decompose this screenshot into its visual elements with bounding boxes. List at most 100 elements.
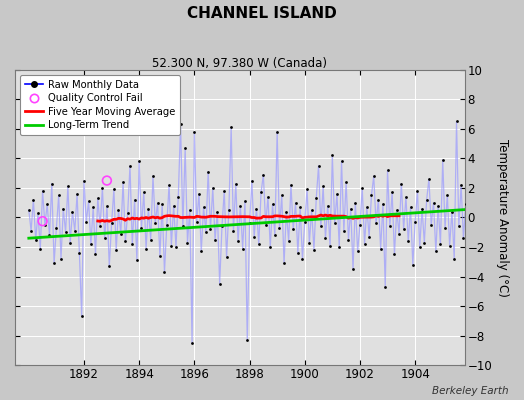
Point <box>169 202 178 209</box>
Point <box>31 236 40 243</box>
Point <box>86 241 95 247</box>
Point <box>261 222 270 228</box>
Point <box>326 242 334 249</box>
Point <box>202 229 210 236</box>
Point <box>402 194 410 200</box>
Point <box>130 196 139 203</box>
Point <box>154 200 162 206</box>
Point <box>103 202 111 209</box>
Point <box>331 220 339 227</box>
Point <box>243 337 252 343</box>
Point <box>94 195 102 202</box>
Point <box>439 157 447 163</box>
Point <box>204 168 212 175</box>
Point <box>165 182 173 188</box>
Point <box>340 228 348 234</box>
Point <box>289 226 298 232</box>
Point <box>57 256 65 262</box>
Point <box>374 196 383 203</box>
Point <box>316 223 325 230</box>
Point <box>333 191 341 197</box>
Point <box>434 202 442 209</box>
Point <box>78 313 86 320</box>
Point <box>298 256 307 262</box>
Point <box>386 223 394 230</box>
Point <box>151 220 159 227</box>
Point <box>222 254 231 260</box>
Point <box>75 250 84 256</box>
Point <box>321 235 330 241</box>
Point <box>232 180 240 187</box>
Point <box>404 238 412 244</box>
Point <box>84 198 93 204</box>
Point <box>397 180 406 187</box>
Point <box>211 236 219 243</box>
Point <box>259 172 268 178</box>
Point <box>356 222 364 228</box>
Point <box>342 179 351 185</box>
Point <box>66 240 74 246</box>
Point <box>121 238 129 244</box>
Point <box>257 189 265 196</box>
Y-axis label: Temperature Anomaly (°C): Temperature Anomaly (°C) <box>496 138 509 296</box>
Point <box>52 225 61 231</box>
Point <box>59 206 68 212</box>
Point <box>227 124 235 130</box>
Point <box>365 234 373 240</box>
Point <box>41 222 49 228</box>
Point <box>80 177 88 184</box>
Point <box>156 253 164 259</box>
Point <box>337 158 346 164</box>
Point <box>144 206 152 212</box>
Point <box>422 196 431 203</box>
Point <box>188 340 196 346</box>
Point <box>199 204 208 210</box>
Point <box>271 232 279 238</box>
Point <box>68 208 77 215</box>
Point <box>110 186 118 193</box>
Point <box>301 219 309 225</box>
Point <box>91 251 100 258</box>
Point <box>218 223 226 230</box>
Point <box>464 276 472 283</box>
Point <box>230 228 238 234</box>
Point <box>335 244 343 250</box>
Point <box>395 230 403 237</box>
Point <box>310 247 318 253</box>
Point <box>418 206 426 212</box>
Point <box>457 182 465 188</box>
Point <box>128 241 136 247</box>
Point <box>252 206 260 212</box>
Point <box>312 195 321 202</box>
Point <box>443 192 452 198</box>
Point <box>192 219 201 225</box>
Point <box>195 191 203 197</box>
Point <box>367 192 376 198</box>
Point <box>112 247 121 253</box>
Point <box>273 129 281 135</box>
Point <box>287 182 295 188</box>
Point <box>268 201 277 208</box>
Point <box>107 220 116 227</box>
Point <box>38 188 47 194</box>
Point <box>245 220 254 227</box>
Point <box>379 201 387 208</box>
Point <box>319 183 328 190</box>
Point <box>54 192 63 198</box>
Point <box>328 152 336 159</box>
Point <box>137 225 146 231</box>
Point <box>241 198 249 204</box>
Point <box>25 207 33 213</box>
Point <box>36 245 45 252</box>
Point <box>416 244 424 250</box>
Point <box>197 248 205 255</box>
Point <box>135 158 144 164</box>
Point <box>64 183 72 190</box>
Point <box>149 173 157 179</box>
Point <box>147 236 155 243</box>
Point <box>38 218 47 224</box>
Point <box>381 284 389 290</box>
Point <box>139 189 148 196</box>
Point <box>462 201 470 208</box>
Point <box>376 245 385 252</box>
